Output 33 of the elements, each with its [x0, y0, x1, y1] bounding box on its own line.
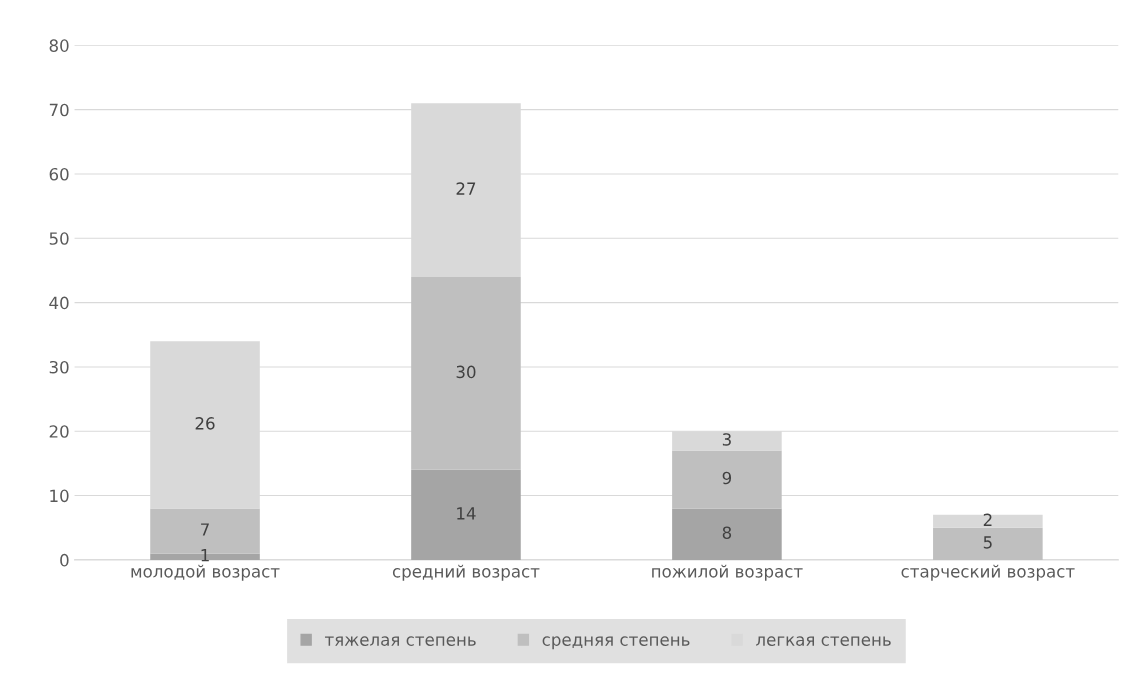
data-label: 26	[195, 417, 215, 430]
data-label: 2	[983, 513, 992, 526]
data-label: 1	[201, 549, 209, 562]
y-tick-label: 10	[50, 489, 69, 503]
y-tick-label: 80	[49, 39, 69, 52]
data-label: 14	[457, 507, 476, 520]
data-label: 7	[201, 523, 209, 536]
x-tick-label: молодой возраст	[131, 564, 280, 581]
data-label: 8	[722, 526, 732, 539]
y-tick-label: 40	[49, 296, 69, 310]
bar	[933, 514, 1043, 528]
data-label: 30	[456, 365, 476, 379]
data-label: 5	[983, 536, 992, 549]
bar	[672, 508, 782, 560]
x-tick-label: пожилой возраст	[652, 564, 803, 581]
data-label: 3	[722, 433, 731, 446]
bar	[933, 527, 1043, 560]
data-label: 9	[722, 471, 732, 485]
y-tick-label: 70	[49, 103, 69, 117]
bar	[672, 450, 782, 509]
data-label: 27	[456, 182, 476, 195]
legend-label: тяжелая степень	[324, 636, 476, 646]
bar	[411, 276, 521, 470]
x-tick-label: средний возраст	[392, 564, 540, 581]
x-tick-label: старческий возраст	[901, 564, 1075, 581]
y-tick-label: 30	[49, 360, 69, 374]
y-tick-label: 0	[60, 553, 69, 567]
y-tick-label: 60	[49, 167, 69, 181]
y-tick-label: 50	[49, 232, 69, 245]
y-tick-label: 20	[49, 425, 69, 438]
bar	[411, 469, 521, 560]
legend-label: легкая степень	[756, 636, 891, 646]
legend-label: средняя степень	[542, 636, 690, 650]
